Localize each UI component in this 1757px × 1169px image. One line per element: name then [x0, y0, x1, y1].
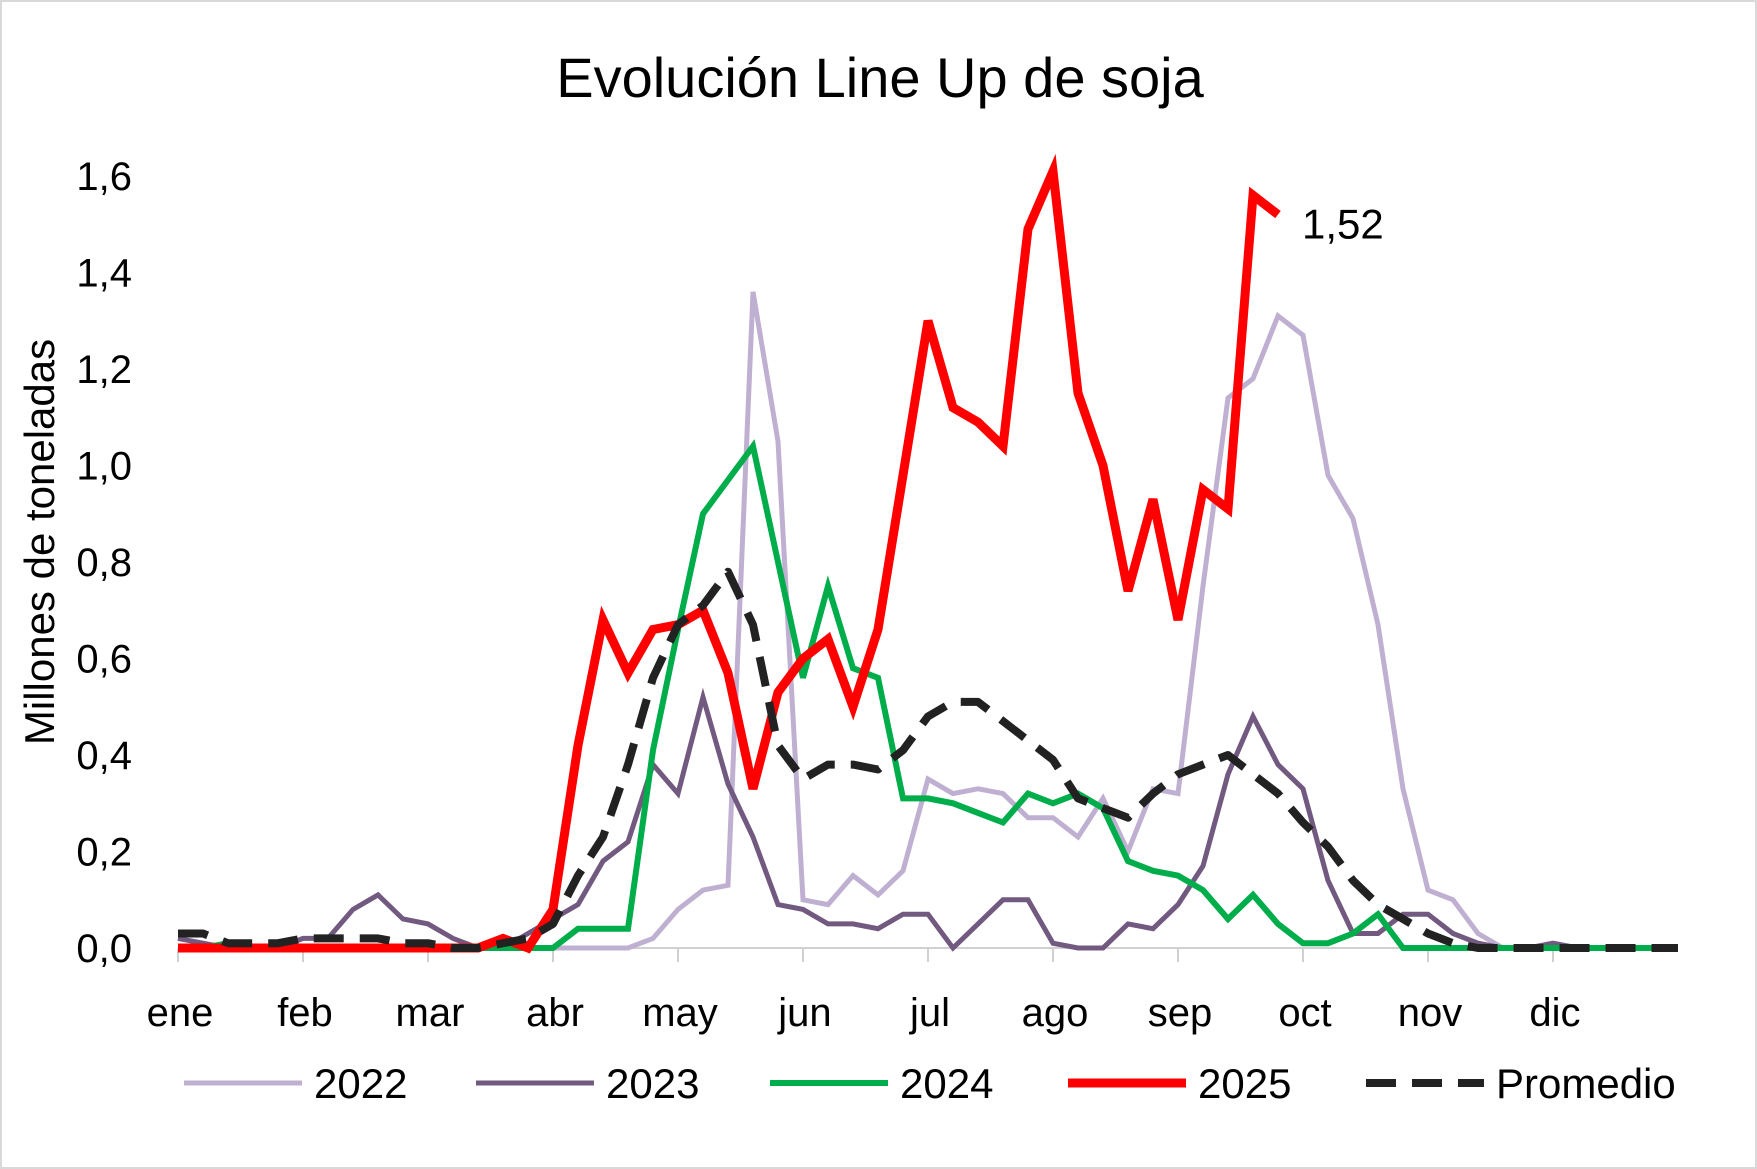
x-tick-label: jul [909, 991, 950, 1035]
y-tick-label: 0,0 [76, 927, 132, 971]
end-value-label: 1,52 [1302, 201, 1384, 248]
series-line-promedio [178, 567, 1678, 952]
series-line-2023 [177, 687, 1678, 952]
x-tick-label: may [642, 991, 718, 1035]
y-tick-label: 0,8 [76, 541, 132, 585]
x-tick-label: jun [777, 991, 831, 1035]
x-tick-label: dic [1529, 991, 1580, 1035]
y-tick-label: 1,2 [76, 348, 132, 392]
legend-label-2025: 2025 [1198, 1060, 1291, 1107]
y-tick-label: 1,0 [76, 445, 132, 489]
x-tick-label: mar [396, 991, 465, 1035]
x-tick-label: abr [526, 991, 584, 1035]
chart-title: Evolución Line Up de soja [556, 46, 1204, 109]
legend-label-2023: 2023 [606, 1060, 699, 1107]
y-tick-label: 0,4 [76, 734, 132, 778]
legend-label-2022: 2022 [314, 1060, 407, 1107]
y-axis-label: Millones de toneladas [16, 339, 63, 745]
legend-label-2024: 2024 [900, 1060, 993, 1107]
series-line-2024 [178, 439, 1678, 951]
x-tick-label: feb [277, 991, 333, 1035]
y-axis: 0,0 0,2 0,4 0,6 0,8 1,0 1,2 1,4 1,6 [76, 155, 132, 971]
x-axis: ene feb mar abr may jun jul ago sep oct nov dic [147, 947, 1678, 1035]
x-tick-label: sep [1148, 991, 1213, 1035]
y-tick-label: 0,2 [76, 831, 132, 875]
legend: 2022 2023 2024 2025 Promedio [184, 1060, 1676, 1107]
y-tick-label: 0,6 [76, 638, 132, 682]
x-tick-label: nov [1398, 991, 1463, 1035]
x-tick-label: oct [1278, 991, 1331, 1035]
x-tick-label: ene [147, 991, 214, 1035]
series-line-2025 [178, 153, 1281, 954]
legend-label-promedio: Promedio [1496, 1060, 1676, 1107]
series-line-2022 [178, 291, 1678, 951]
y-tick-label: 1,4 [76, 252, 132, 296]
y-tick-label: 1,6 [76, 155, 132, 199]
x-tick-label: ago [1022, 991, 1089, 1035]
series-layer [177, 153, 1678, 954]
